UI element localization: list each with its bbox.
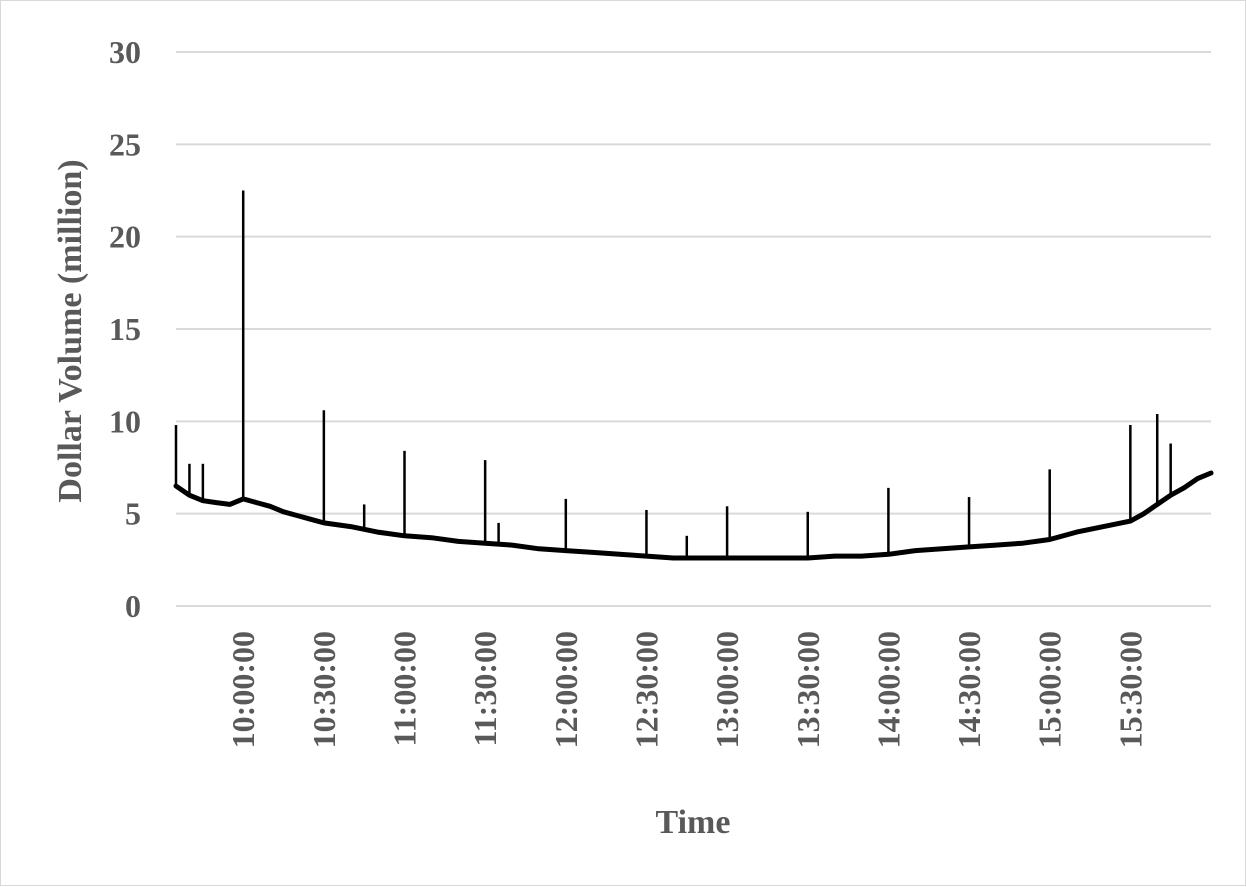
plot-area bbox=[173, 190, 1214, 561]
y-tick-label: 10 bbox=[109, 403, 141, 439]
x-tick-label: 11:00:00 bbox=[387, 631, 423, 747]
series-line bbox=[173, 470, 1214, 561]
x-tick-label: 11:30:00 bbox=[467, 631, 503, 747]
x-tick-label: 12:00:00 bbox=[548, 631, 584, 748]
x-tick-label: 14:30:00 bbox=[951, 631, 987, 748]
y-axis-ticks: 0 5 10 15 20 25 30 bbox=[109, 34, 141, 624]
y-tick-label: 0 bbox=[125, 588, 141, 624]
x-tick-label: 13:30:00 bbox=[790, 631, 826, 748]
x-tick-label: 15:30:00 bbox=[1112, 631, 1148, 748]
y-tick-label: 25 bbox=[109, 126, 141, 162]
x-tick-label: 10:00:00 bbox=[225, 631, 261, 748]
y-tick-label: 30 bbox=[109, 34, 141, 70]
x-tick-label: 12:30:00 bbox=[628, 631, 664, 748]
y-tick-label: 20 bbox=[109, 219, 141, 255]
y-tick-label: 5 bbox=[125, 496, 141, 532]
y-tick-label: 15 bbox=[109, 311, 141, 347]
y-axis-title: Dollar Volume (million) bbox=[52, 159, 89, 502]
x-tick-label: 14:00:00 bbox=[870, 631, 906, 748]
gridlines bbox=[176, 51, 1211, 607]
x-axis-ticks: 10:00:00 10:30:00 11:00:00 11:30:00 12:00:00… bbox=[225, 631, 1148, 748]
x-tick-label: 15:00:00 bbox=[1032, 631, 1068, 748]
x-tick-label: 13:00:00 bbox=[709, 631, 745, 748]
x-tick-label: 10:30:00 bbox=[306, 631, 342, 748]
x-axis-title: Time bbox=[656, 804, 731, 841]
